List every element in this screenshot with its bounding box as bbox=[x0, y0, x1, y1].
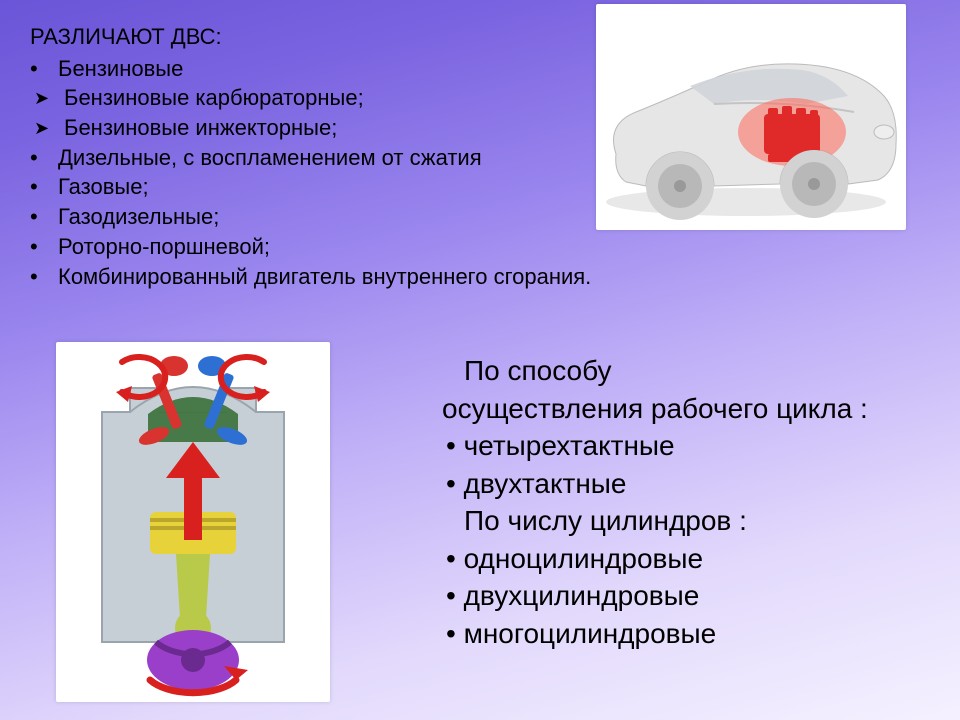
list-item: Бензиновые карбюраторные; bbox=[30, 83, 670, 113]
cylinder-heading: По числу цилиндров : bbox=[442, 502, 942, 540]
engine-cutaway-illustration bbox=[56, 342, 330, 702]
bullet-dot-icon bbox=[30, 172, 58, 202]
engine-cutaway-svg-icon bbox=[56, 342, 330, 702]
list-item: Газодизельные; bbox=[30, 202, 670, 232]
list-item: двухтактные bbox=[446, 465, 942, 503]
engine-types-list: Бензиновые Бензиновые карбюраторные; Бен… bbox=[30, 54, 670, 292]
list-item: Газовые; bbox=[30, 172, 670, 202]
list-item: двухцилиндровые bbox=[446, 577, 942, 615]
car-svg-icon bbox=[596, 4, 906, 230]
list-item: Комбинированный двигатель внутреннего сг… bbox=[30, 262, 670, 292]
bullet-dot-icon bbox=[30, 232, 58, 262]
cylinder-list: одноцилиндровые двухцилиндровые многоцил… bbox=[442, 540, 942, 653]
bullet-dot-icon bbox=[30, 143, 58, 173]
engine-classification-block: По способу осуществления рабочего цикла … bbox=[442, 352, 942, 652]
list-item: многоцилиндровые bbox=[446, 615, 942, 653]
list-item: одноцилиндровые bbox=[446, 540, 942, 578]
engine-types-heading: РАЗЛИЧАЮТ ДВС: bbox=[30, 22, 670, 52]
bullet-dot-icon bbox=[30, 202, 58, 232]
list-item: четырехтактные bbox=[446, 427, 942, 465]
list-item: Бензиновые инжекторные; bbox=[30, 113, 670, 143]
cycle-heading: По способу осуществления рабочего цикла … bbox=[442, 352, 942, 427]
list-item: Дизельные, с воспламенением от сжатия bbox=[30, 143, 670, 173]
bullet-dot-icon bbox=[30, 262, 58, 292]
bullet-dot-icon bbox=[30, 54, 58, 84]
list-item: Бензиновые bbox=[30, 54, 670, 84]
engine-types-block: РАЗЛИЧАЮТ ДВС: Бензиновые Бензиновые кар… bbox=[30, 22, 670, 291]
list-item: Роторно-поршневой; bbox=[30, 232, 670, 262]
car-illustration bbox=[596, 4, 906, 230]
bullet-arrow-icon bbox=[30, 113, 58, 143]
cycle-list: четырехтактные двухтактные bbox=[442, 427, 942, 502]
bullet-arrow-icon bbox=[30, 83, 58, 113]
